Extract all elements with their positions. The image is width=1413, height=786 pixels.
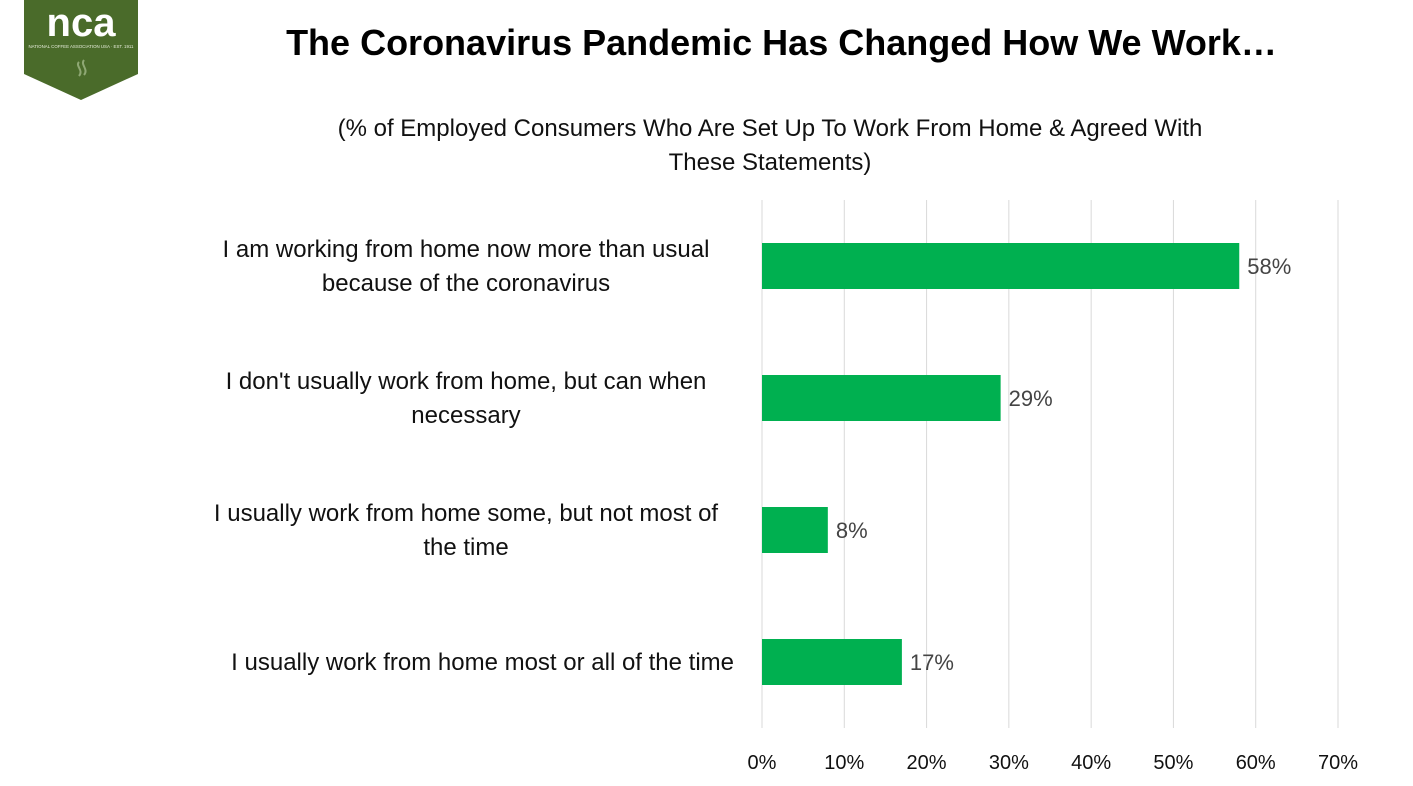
logo-tagline: NATIONAL COFFEE ASSOCIATION USA · EST. 1… (29, 44, 135, 49)
category-label: I am working from home now more than usu… (223, 236, 710, 297)
logo-wordmark: nca (47, 1, 117, 45)
subtitle-line-2: These Statements) (668, 149, 872, 176)
value-label: 29% (1009, 386, 1053, 411)
value-label: 8% (836, 518, 868, 543)
bar (762, 243, 1240, 289)
x-tick-label: 20% (907, 752, 947, 774)
value-label: 17% (910, 650, 954, 675)
nca-logo: nca NATIONAL COFFEE ASSOCIATION USA · ES… (24, 0, 138, 100)
category-label: I usually work from home some, but not m… (214, 500, 719, 561)
category-label: I usually work from home most or all of … (231, 649, 734, 676)
x-tick-label: 40% (1071, 752, 1111, 774)
category-label: I don't usually work from home, but can … (226, 368, 707, 429)
x-tick-label: 70% (1318, 752, 1358, 774)
logo-steam-icon (77, 59, 87, 77)
chart-title: The Coronavirus Pandemic Has Changed How… (286, 22, 1277, 63)
x-tick-label: 30% (989, 752, 1029, 774)
value-label: 58% (1247, 254, 1291, 279)
bars (762, 243, 1240, 685)
category-labels: I am working from home now more than usu… (214, 236, 734, 676)
value-labels: 58% 29% 8% 17% (836, 254, 1291, 675)
x-tick-label: 0% (748, 752, 777, 774)
subtitle-line-1: (% of Employed Consumers Who Are Set Up … (337, 115, 1203, 142)
bar (762, 507, 828, 553)
x-tick-label: 10% (824, 752, 864, 774)
x-tick-label: 50% (1153, 752, 1193, 774)
chart-subtitle: (% of Employed Consumers Who Are Set Up … (270, 112, 1270, 180)
logo-shield-shape (24, 0, 138, 100)
bar (762, 375, 1001, 421)
bar (762, 639, 902, 685)
x-tick-label: 60% (1236, 752, 1276, 774)
x-axis-tick-labels: 0% 10% 20% 30% 40% 50% 60% 70% (748, 752, 1359, 774)
